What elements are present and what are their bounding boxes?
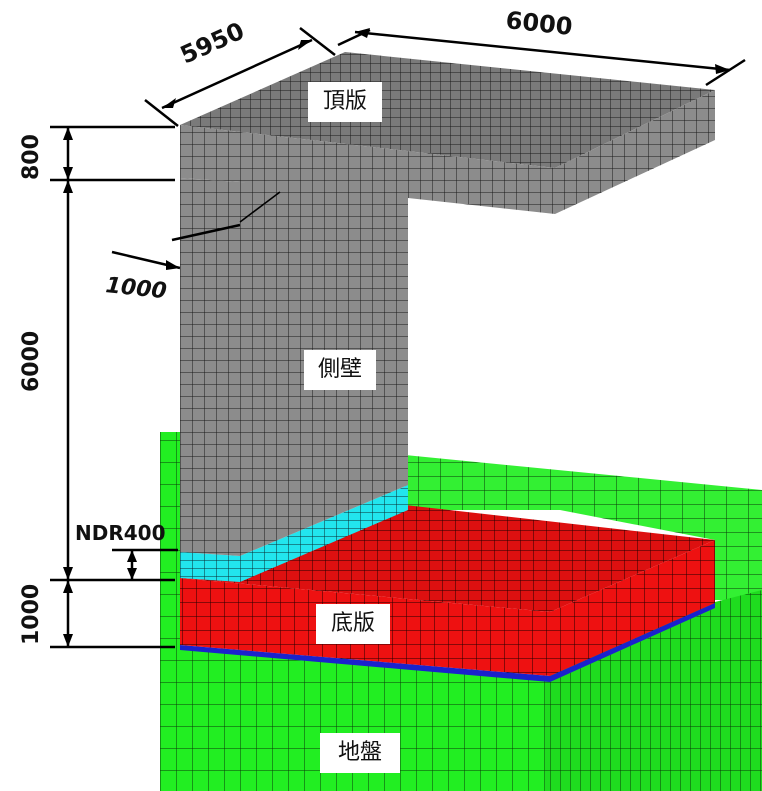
top-slab-front-face	[180, 125, 555, 214]
dim-6000-width-label: 6000	[504, 6, 573, 41]
dim-5950-line	[161, 38, 313, 110]
bottom-slab-label: 底版	[316, 604, 390, 644]
ground-top-surface	[405, 455, 762, 600]
ground-front-face	[160, 648, 545, 791]
top-slab-side-face	[555, 90, 715, 214]
dim-1000-bottom-label: 1000	[19, 584, 44, 645]
ground-block	[160, 432, 762, 791]
ground-back-wall	[160, 432, 180, 650]
dim-5950-ext-left	[144, 99, 179, 127]
ground-label: 地盤	[320, 733, 400, 773]
dim-800-label: 800	[19, 134, 44, 180]
top-slab	[180, 52, 715, 214]
dim-1000w-leader	[239, 191, 281, 223]
ndr-layer	[180, 485, 408, 582]
side-wall-front-face	[180, 178, 240, 556]
ndr-side-face	[240, 485, 408, 582]
interface-layer	[180, 603, 715, 682]
bottom-slab-side-face	[550, 540, 715, 676]
bottom-slab-top-face	[180, 505, 715, 612]
top-slab-top-face	[180, 52, 715, 168]
ndr-label: NDR400	[75, 521, 166, 545]
dim-1000w-ext	[171, 223, 241, 242]
top-slab-label: 頂版	[308, 82, 382, 122]
side-wall-label: 側壁	[304, 350, 376, 390]
ndr-front-face	[180, 552, 240, 582]
dim-5950-ext-right	[299, 27, 336, 56]
dim-1000-wall-label: 1000	[104, 273, 168, 304]
dim-6000-height-label: 6000	[19, 331, 44, 392]
ground-side-face	[545, 590, 762, 791]
dimension-arrows	[63, 28, 730, 647]
dim-6000w-line	[354, 30, 731, 72]
dim-6000w-ext-right	[705, 58, 746, 87]
dim-5950-label: 5950	[176, 17, 248, 70]
